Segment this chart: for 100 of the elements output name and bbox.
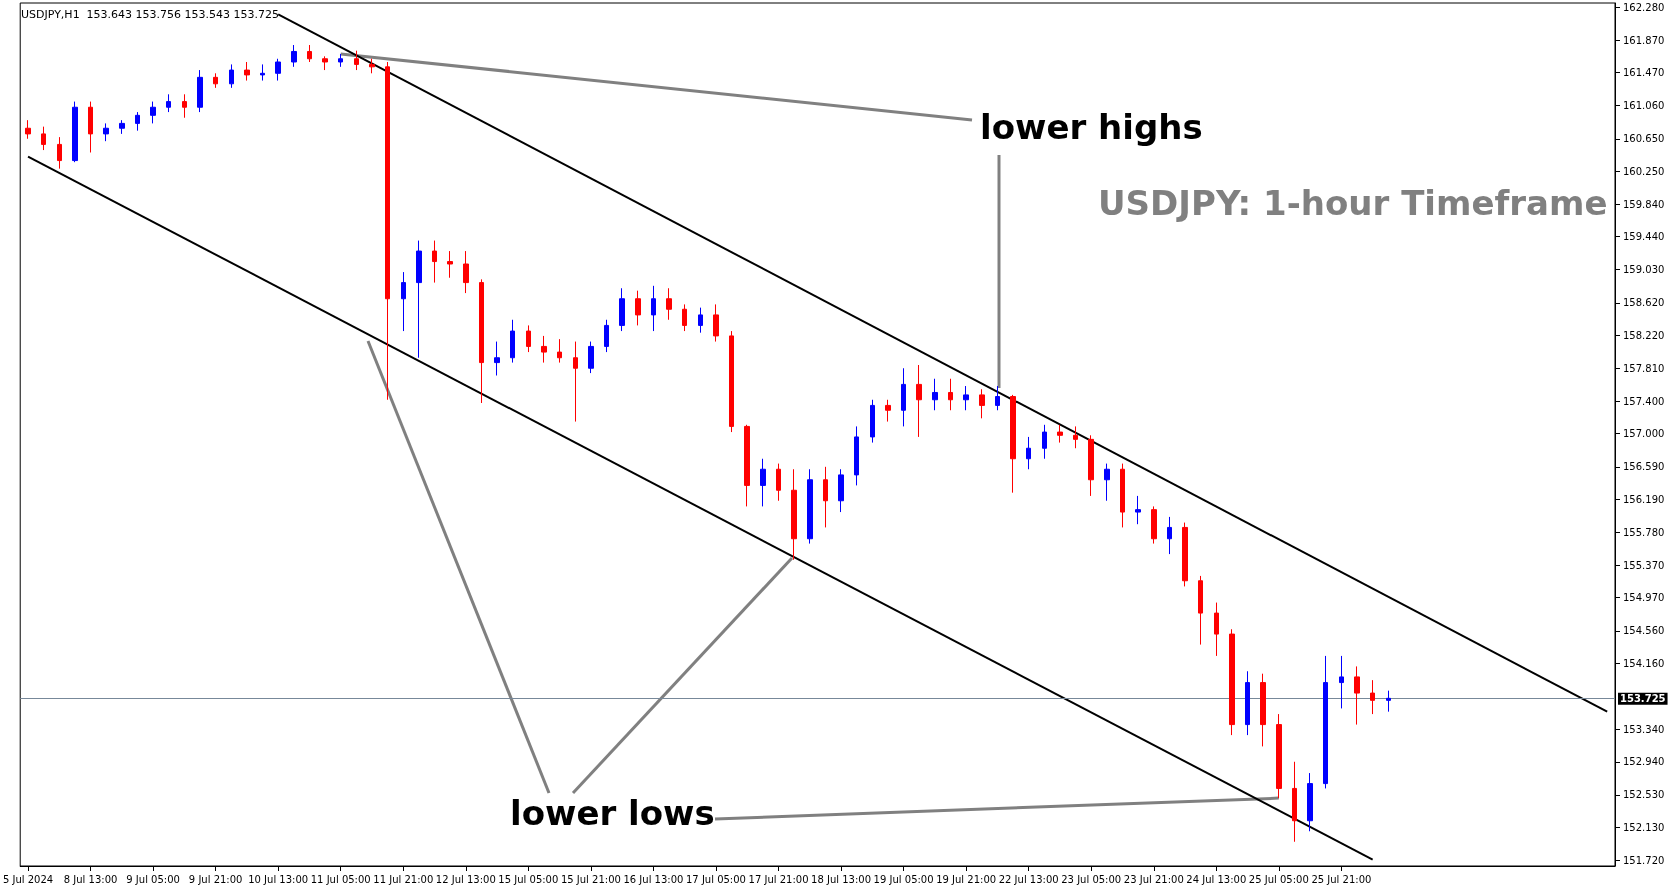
- y-tick-label: 160.250: [1623, 165, 1665, 177]
- candlestick: [1042, 424, 1047, 460]
- x-tick-label: 8 Jul 13:00: [63, 873, 118, 885]
- candlestick: [1057, 424, 1063, 444]
- ref-line-label: 153.725: [1620, 693, 1666, 705]
- y-tick-label: 159.030: [1623, 264, 1665, 276]
- candlestick: [1386, 690, 1391, 713]
- y-tick-label: 155.370: [1623, 559, 1665, 571]
- y-tick-label: 152.530: [1623, 789, 1665, 801]
- candlestick: [1292, 761, 1297, 843]
- candlestick: [322, 55, 328, 71]
- candlestick: [1214, 602, 1219, 657]
- y-tick-label: 155.780: [1623, 526, 1665, 538]
- candlestick: [1088, 434, 1094, 497]
- candlestick: [838, 468, 844, 513]
- candlestick: [729, 330, 734, 433]
- candlestick: [463, 250, 469, 294]
- candlestick: [698, 307, 703, 334]
- candlestick: [1182, 522, 1188, 587]
- candlestick: [494, 341, 500, 377]
- y-tick-label: 159.840: [1623, 198, 1665, 210]
- candlestick: [995, 385, 1000, 411]
- x-tick-label: 23 Jul 21:00: [1123, 873, 1184, 885]
- candlestick: [588, 341, 594, 374]
- candlestick: [213, 72, 218, 89]
- candlestick: [72, 101, 78, 163]
- candlestick: [541, 335, 547, 364]
- candlestick: [1245, 670, 1250, 736]
- y-tick-label: 152.940: [1623, 756, 1665, 768]
- candlestick: [57, 136, 62, 170]
- candlestick: [1339, 655, 1344, 709]
- y-tick-label: 152.130: [1623, 821, 1665, 833]
- candlestick: [854, 425, 859, 486]
- candlestick: [1370, 679, 1375, 715]
- candlestick: [963, 385, 969, 411]
- candlestick: [979, 388, 985, 419]
- y-tick-label: 156.590: [1623, 461, 1665, 473]
- y-tick-label: 160.650: [1623, 133, 1665, 145]
- annotation: lower highs: [980, 107, 1203, 147]
- candlestick: [666, 287, 672, 321]
- candlestick: [916, 364, 922, 438]
- candlestick: [103, 122, 109, 142]
- x-tick-label: 15 Jul 21:00: [560, 873, 621, 885]
- candlestick: [526, 324, 531, 353]
- candlestick: [416, 240, 422, 359]
- candlestick: [573, 341, 578, 423]
- y-tick-label: 159.440: [1623, 231, 1665, 243]
- candlestick: [1135, 495, 1141, 525]
- candlestick: [1307, 772, 1313, 832]
- text: USDJPY,H1 153.643 153.756 153.543 153.725: [21, 8, 280, 21]
- y-tick-label: 157.400: [1623, 395, 1665, 407]
- candlestick: [1010, 394, 1016, 494]
- candlestick: [713, 303, 719, 343]
- candlestick: [619, 287, 625, 332]
- candlestick: [1198, 575, 1203, 646]
- candlestick: [275, 58, 281, 82]
- candlestick: [776, 463, 781, 502]
- candlestick: [870, 399, 875, 444]
- y-tick-label: 154.160: [1623, 657, 1665, 669]
- candlestick: [1026, 436, 1031, 470]
- y-tick-label: 151.720: [1623, 854, 1665, 866]
- candlestick: [744, 424, 750, 507]
- x-tick-label: 5 Jul 2024: [2, 873, 54, 885]
- candlestick: [150, 101, 156, 124]
- y-tick-label: 154.970: [1623, 592, 1665, 604]
- text: USDJPY: 1-hour Timeframe: [1098, 183, 1608, 223]
- candlestick: [1151, 505, 1157, 545]
- candlestick: [807, 468, 813, 545]
- candlestick: [1229, 628, 1235, 736]
- candlestick: [447, 250, 453, 279]
- x-tick-label: 22 Jul 13:00: [998, 873, 1059, 885]
- x-tick-label: 9 Jul 05:00: [126, 873, 180, 885]
- candlestick: [119, 119, 125, 135]
- candlestick: [260, 63, 265, 82]
- y-tick-label: 158.620: [1623, 297, 1665, 309]
- y-tick-label: 161.870: [1623, 34, 1665, 46]
- x-tick-label: 18 Jul 13:00: [811, 873, 872, 885]
- x-tick-label: 19 Jul 05:00: [873, 873, 934, 885]
- candlestick: [1104, 463, 1110, 502]
- y-tick-label: 157.000: [1623, 428, 1665, 440]
- x-tick-label: 11 Jul 21:00: [373, 873, 434, 885]
- candlestick: [88, 101, 93, 153]
- candlestick: [182, 93, 187, 119]
- x-tick-label: 15 Jul 05:00: [498, 873, 559, 885]
- candlestick: [1354, 665, 1360, 726]
- candlestick: [354, 50, 359, 71]
- candlestick: [932, 378, 938, 411]
- y-tick-label: 156.190: [1623, 493, 1665, 505]
- x-tick-label: 16 Jul 13:00: [623, 873, 684, 885]
- candlestick: [682, 303, 687, 332]
- candlestick: [823, 466, 828, 528]
- candlestick: [1167, 516, 1172, 555]
- y-tick-label: 153.340: [1623, 723, 1665, 735]
- candlestick: [1073, 425, 1078, 449]
- candlestick: [401, 271, 406, 332]
- x-tick-label: 11 Jul 05:00: [310, 873, 371, 885]
- candlestick: [166, 93, 171, 113]
- candlestick: [651, 285, 656, 332]
- candlestick: [197, 69, 203, 113]
- candlestick: [557, 338, 562, 364]
